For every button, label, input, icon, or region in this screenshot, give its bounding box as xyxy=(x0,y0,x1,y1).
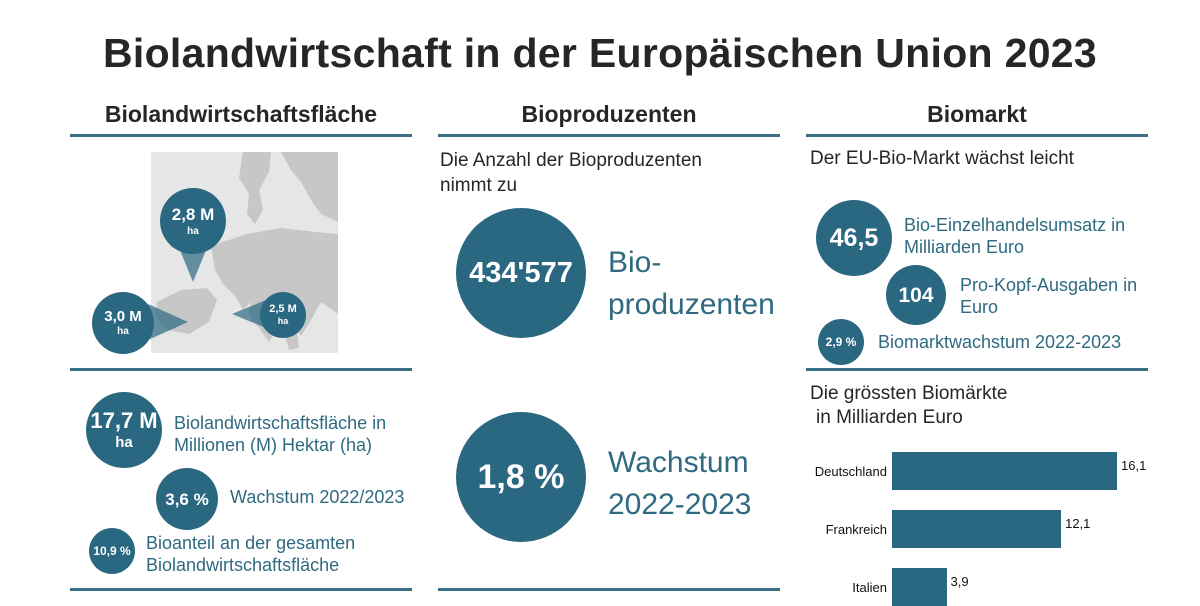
bar-value-label: 12,1 xyxy=(1065,516,1091,531)
stat-producers-growth-label-line2: 2022-2023 xyxy=(608,488,752,521)
divider-market-middle xyxy=(806,368,1148,371)
map-marker-east-value: 2,5 M xyxy=(269,303,297,315)
stat-producers-count-label-line1: Bio- xyxy=(608,246,662,279)
stat-area-total-label: Biolandwirtschaftsfläche in Millionen (M… xyxy=(174,413,387,455)
bar-category-label: Frankreich xyxy=(825,522,887,537)
bar-category-label: Italien xyxy=(852,580,887,595)
bar-0 xyxy=(892,452,1117,490)
map-marker-west-unit: ha xyxy=(117,326,129,337)
stat-producers-growth-label: Wachstum 2022-2023 xyxy=(608,442,788,526)
stat-producers-count-value: 434'577 xyxy=(469,256,573,289)
stat-market-retail-value: 46,5 xyxy=(829,223,879,252)
bar-2 xyxy=(892,568,947,606)
bar-1 xyxy=(892,510,1062,548)
stat-producers-growth: 1,8 % xyxy=(456,412,586,542)
stat-area-total-value: 17,7 M xyxy=(90,408,158,433)
heading-area: Biolandwirtschaftsfläche xyxy=(104,101,378,127)
divider-producers-bottom xyxy=(438,588,780,591)
stat-area-share: 10,9 % xyxy=(89,528,135,574)
divider-producers-top xyxy=(438,134,780,137)
stat-producers-growth-label-line1: Wachstum xyxy=(608,446,749,479)
stat-market-per-capita: 104 xyxy=(886,265,946,325)
stat-market-per-capita-label: Pro-Kopf-Ausgaben in Euro xyxy=(960,275,1138,317)
stat-market-growth: 2,9 % xyxy=(818,319,864,365)
bar-value-label: 16,1 xyxy=(1121,458,1147,473)
stat-area-total-unit: ha xyxy=(115,434,133,451)
stat-market-per-capita-value: 104 xyxy=(898,283,934,307)
map-marker-north-unit: ha xyxy=(187,225,199,237)
stat-area-share-value: 10,9 % xyxy=(93,544,131,558)
stat-area-growth-label: Wachstum 2022/2023 xyxy=(230,487,405,507)
map-marker-east: 2,5 M ha xyxy=(260,292,306,338)
stat-market-retail-label: Bio-Einzelhandelsumsatz in Milliarden Eu… xyxy=(904,215,1126,257)
bar-category-label: Deutschland xyxy=(814,464,887,479)
stat-market-growth-value: 2,9 % xyxy=(825,335,857,349)
bar-value-label: 3,9 xyxy=(950,574,969,589)
divider-area-top xyxy=(70,134,412,137)
chart-title-line1: Die grössten Biomärkte xyxy=(810,383,1008,404)
stat-area-growth-value: 3,6 % xyxy=(165,489,209,509)
map-marker-north-value: 2,8 M xyxy=(171,204,215,224)
heading-market: Biomarkt xyxy=(927,101,1027,127)
divider-area-bottom xyxy=(70,588,412,591)
stat-market-growth-label: Biomarktwachstum 2022-2023 xyxy=(878,332,1122,352)
map-marker-west-value: 3,0 M xyxy=(104,308,142,325)
chart-title-line2: in Milliarden Euro xyxy=(816,407,963,428)
stat-producers-count: 434'577 xyxy=(456,208,586,338)
market-subtitle: Der EU-Bio-Markt wächst leicht xyxy=(810,148,1074,169)
map-marker-east-unit: ha xyxy=(277,316,289,326)
chart-title: Die grössten Biomärkte in Milliarden Eur… xyxy=(810,382,1140,430)
producers-subtitle: Die Anzahl der Bioproduzenten nimmt zu xyxy=(440,150,702,196)
divider-area-middle xyxy=(70,368,412,371)
stat-producers-count-label-line2: produzenten xyxy=(608,288,775,321)
stat-area-share-label: Bioanteil an der gesamten Biolandwirtsch… xyxy=(146,533,356,575)
stat-producers-growth-value: 1,8 % xyxy=(477,458,565,496)
stat-producers-count-label: Bio- produzenten xyxy=(608,242,788,326)
map-marker-west: 3,0 M ha xyxy=(92,292,154,354)
stat-area-total: 17,7 M ha xyxy=(86,392,162,468)
divider-market-top xyxy=(806,134,1148,137)
stat-area-growth: 3,6 % xyxy=(156,468,218,530)
page-title: Biolandwirtschaft in der Europäischen Un… xyxy=(102,30,1098,76)
heading-producers: Bioproduzenten xyxy=(521,101,697,127)
map-marker-north: 2,8 M ha xyxy=(160,188,226,254)
map-pointer-west xyxy=(148,304,188,340)
stat-market-retail: 46,5 xyxy=(816,200,892,276)
